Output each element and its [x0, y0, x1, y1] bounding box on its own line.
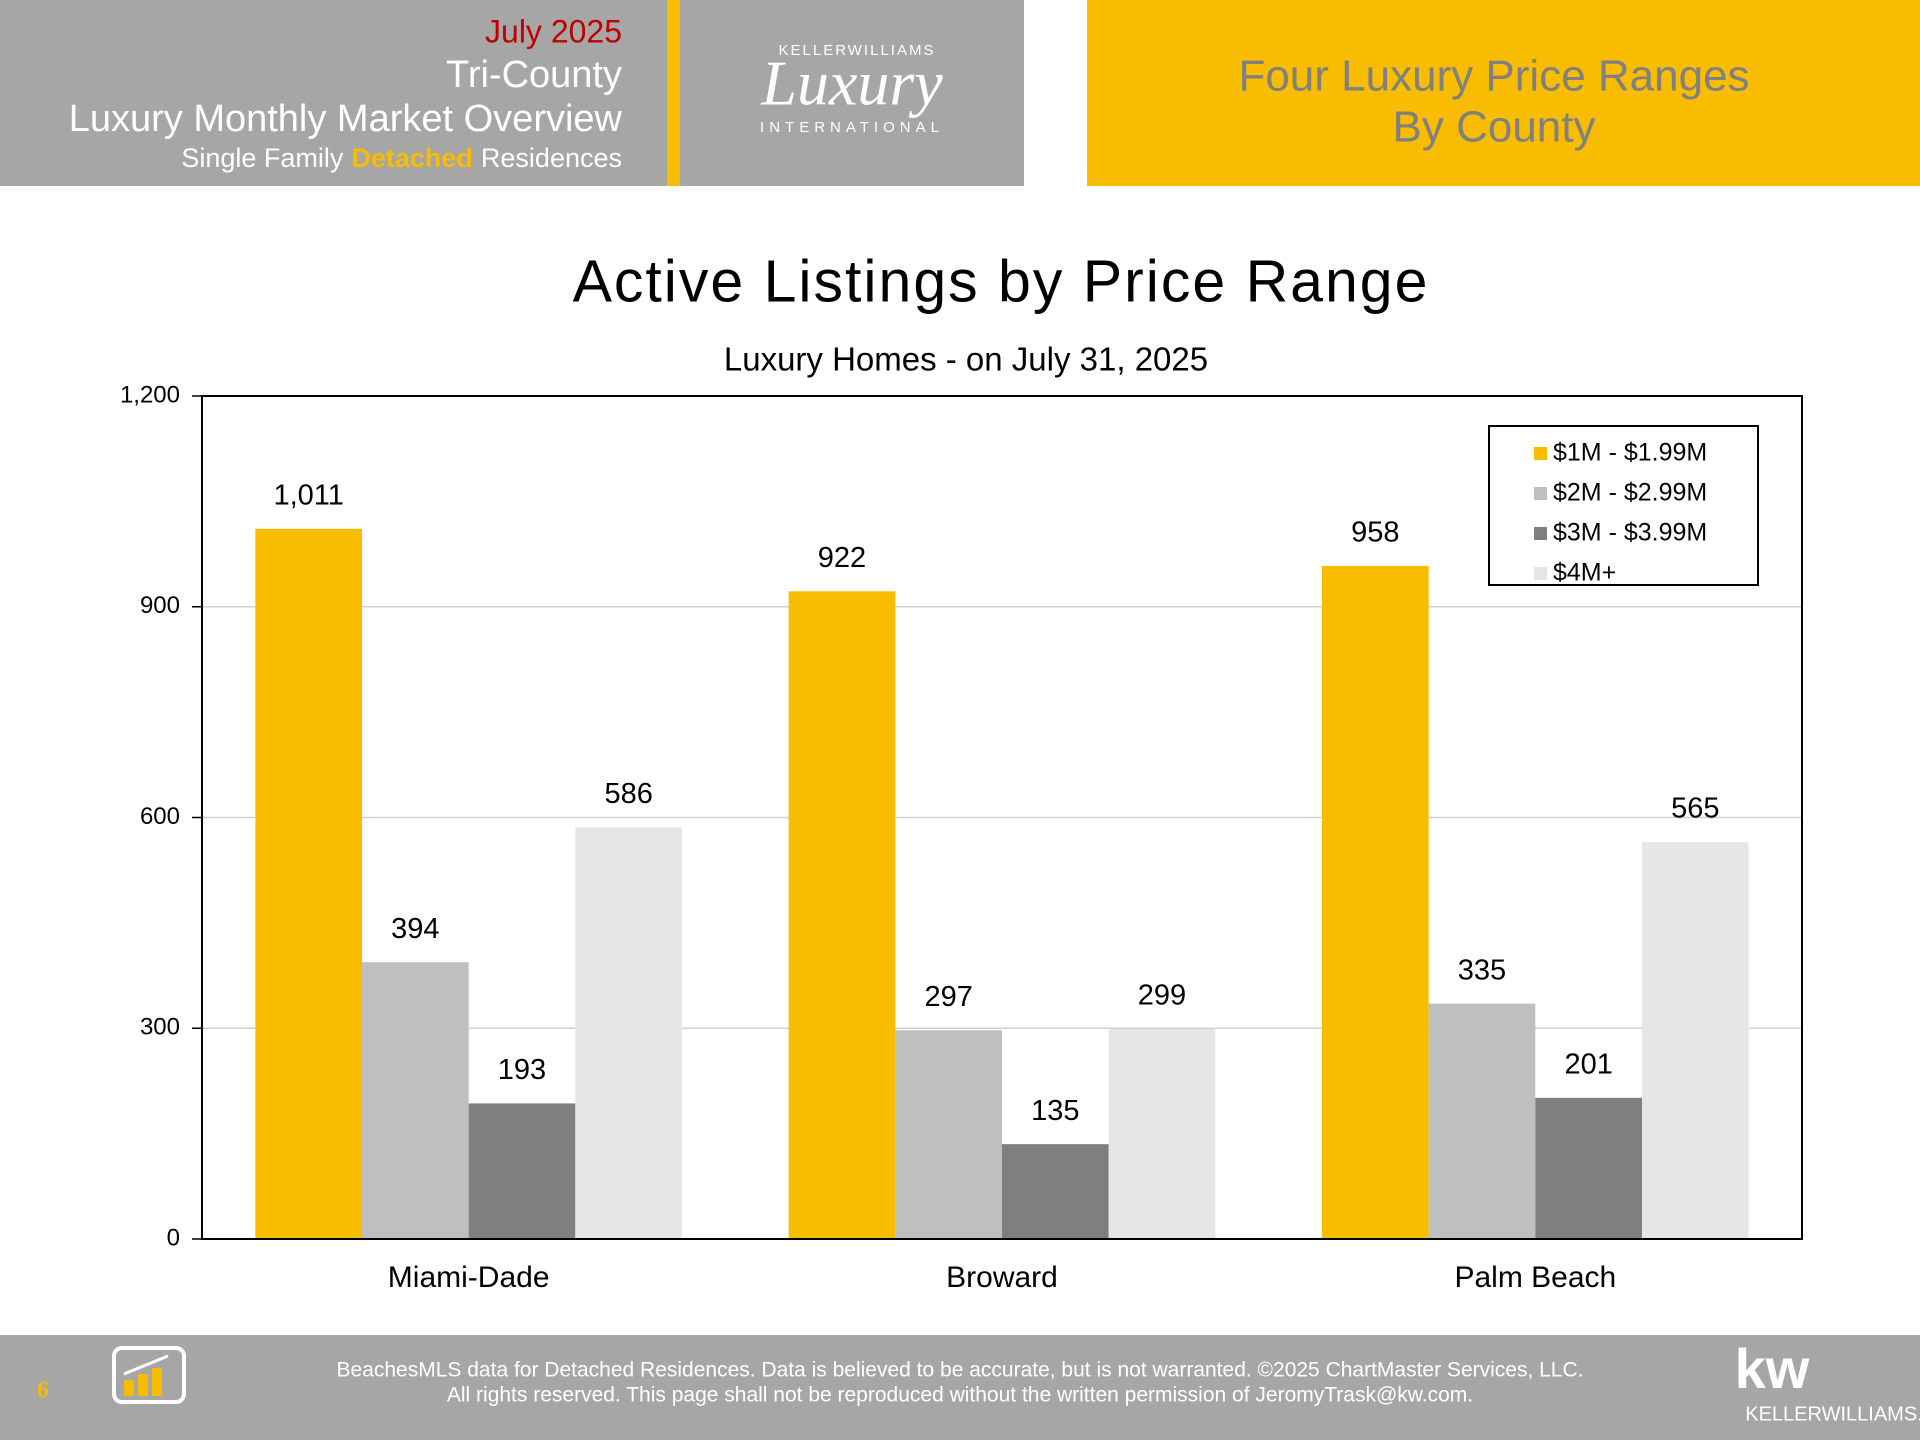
- logo-frame: [112, 1346, 186, 1404]
- plot-frame: [201, 395, 1803, 1240]
- logo-brand: KELLERWILLIAMS: [779, 42, 936, 59]
- x-tick-label: Miami-Dade: [388, 1261, 550, 1294]
- data-label: 299: [1138, 980, 1186, 1012]
- chart-title: Active Listings by Price Range: [573, 249, 1430, 315]
- subtitle-highlight: Detached: [351, 143, 473, 173]
- banner-line: By County: [1393, 103, 1596, 152]
- data-label: 922: [818, 542, 866, 574]
- logo-script: Luxury: [760, 48, 943, 119]
- data-label: 1,011: [273, 479, 343, 511]
- header-panel: [0, 0, 1024, 186]
- y-tick-label: 1,200: [120, 381, 180, 408]
- legend-swatch: [1534, 567, 1547, 580]
- bar: [1322, 566, 1429, 1239]
- kw-name: KELLERWILLIAMS.: [1745, 1403, 1920, 1425]
- header-divider: [667, 0, 680, 186]
- bar: [1002, 1144, 1109, 1239]
- plot: 0 300 600 900 1,200 Miami-Dade 1,011 394 193 586 B…: [120, 381, 1803, 1294]
- data-label: 135: [1031, 1095, 1079, 1127]
- x-tick-label: Broward: [946, 1261, 1058, 1294]
- y-tick-label: 300: [140, 1014, 180, 1041]
- header-subtitle: Single Family Detached Residences: [181, 143, 622, 173]
- y-tick-label: 600: [140, 803, 180, 830]
- bar: [575, 827, 682, 1239]
- data-label: 201: [1564, 1048, 1612, 1080]
- header-region: Tri-County: [446, 54, 622, 96]
- logo-icon: [152, 1368, 162, 1396]
- bar: [1535, 1097, 1642, 1239]
- logo-icon: [124, 1380, 134, 1396]
- header-date: July 2025: [485, 13, 622, 49]
- bar: [1428, 1003, 1536, 1239]
- banner-line: Four Luxury Price Ranges: [1238, 52, 1749, 101]
- subtitle-part: Residences: [481, 143, 622, 173]
- header-title: Luxury Monthly Market Overview: [69, 98, 623, 140]
- bar: [255, 528, 362, 1239]
- bar: [362, 962, 469, 1239]
- bar: [788, 591, 896, 1239]
- legend-box: [1488, 425, 1759, 586]
- footer-line: All rights reserved. This page shall not…: [447, 1384, 1473, 1407]
- banner-panel: [1087, 0, 1920, 186]
- legend-swatch: [1534, 487, 1547, 500]
- bar: [1108, 1028, 1216, 1239]
- footer-line: BeachesMLS data for Detached Residences.…: [337, 1359, 1584, 1382]
- bar: [1642, 842, 1749, 1239]
- bar: [468, 1103, 576, 1239]
- legend-swatch: [1534, 527, 1547, 540]
- logo-icon: [138, 1374, 148, 1396]
- data-label: 394: [391, 913, 439, 945]
- logo-icon: [123, 1354, 169, 1376]
- data-label: 586: [604, 778, 652, 810]
- legend-label: $3M - $3.99M: [1553, 519, 1707, 547]
- chartmaster-logo: [112, 1346, 186, 1404]
- data-label: 958: [1351, 517, 1399, 549]
- data-label: 335: [1458, 954, 1506, 986]
- x-tick-label: Palm Beach: [1454, 1261, 1616, 1294]
- logo-tagline: INTERNATIONAL: [760, 119, 944, 136]
- page-number: 6: [37, 1378, 49, 1404]
- y-tick-label: 0: [167, 1224, 180, 1251]
- data-label: 193: [498, 1054, 546, 1086]
- y-tick-label: 900: [140, 592, 180, 619]
- legend-label: $1M - $1.99M: [1553, 439, 1707, 467]
- bar: [895, 1030, 1002, 1239]
- chart-subtitle: Luxury Homes - on July 31, 2025: [724, 341, 1208, 378]
- subtitle-part: Single Family: [181, 143, 344, 173]
- data-label: 565: [1671, 793, 1719, 825]
- legend-label: $4M+: [1553, 559, 1616, 587]
- kw-mark: kw: [1735, 1337, 1810, 1400]
- legend-swatch: [1534, 447, 1547, 460]
- legend-label: $2M - $2.99M: [1553, 479, 1707, 507]
- data-label: 297: [924, 981, 972, 1013]
- footer-panel: [0, 1335, 1920, 1440]
